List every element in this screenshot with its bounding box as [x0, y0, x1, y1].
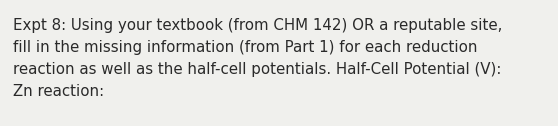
Text: Zn reaction:: Zn reaction:: [13, 84, 104, 99]
Text: Expt 8: Using your textbook (from CHM 142) OR a reputable site,: Expt 8: Using your textbook (from CHM 14…: [13, 18, 502, 33]
Text: reaction as well as the half-cell potentials. Half-Cell Potential (V):: reaction as well as the half-cell potent…: [13, 62, 502, 77]
Text: fill in the missing information (from Part 1) for each reduction: fill in the missing information (from Pa…: [13, 40, 478, 55]
